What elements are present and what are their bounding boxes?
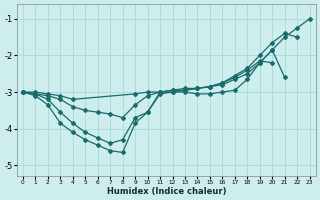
X-axis label: Humidex (Indice chaleur): Humidex (Indice chaleur) xyxy=(107,187,226,196)
